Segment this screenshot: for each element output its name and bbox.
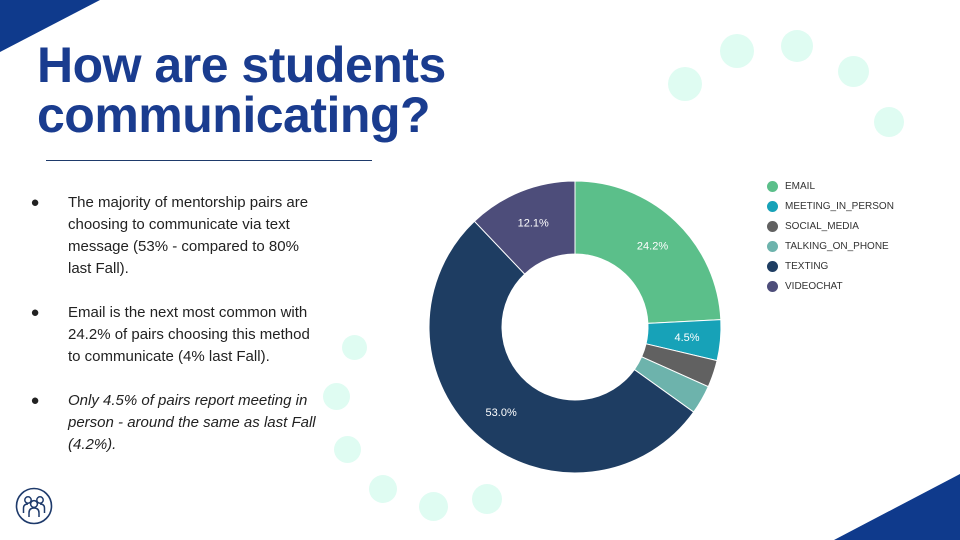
legend-swatch: [767, 220, 778, 232]
legend-item: SOCIAL_MEDIA: [767, 216, 894, 236]
legend-swatch: [767, 260, 778, 272]
slice-value-label: 24.2%: [637, 240, 668, 252]
decoration-dot: [419, 492, 448, 521]
bullet-item: ● The majority of mentorship pairs are c…: [28, 192, 318, 280]
corner-decoration-bottom-right: [834, 474, 960, 540]
donut-slice-email: [574, 180, 722, 324]
slide-title: How are students communicating?: [37, 37, 446, 143]
slice-value-label: 53.0%: [486, 407, 517, 419]
people-group-icon: [15, 487, 53, 525]
legend-item: VIDEOCHAT: [767, 276, 894, 296]
decoration-dot: [472, 484, 502, 514]
corner-decoration-top-left: [0, 0, 100, 52]
legend-swatch: [767, 240, 778, 252]
decoration-dot: [369, 475, 397, 503]
legend-label: VIDEOCHAT: [785, 280, 843, 292]
bullet-dot-icon: ●: [30, 194, 40, 211]
title-divider: [46, 160, 372, 161]
decoration-dot: [838, 56, 869, 87]
legend-item: TALKING_ON_PHONE: [767, 236, 894, 256]
decoration-dot: [342, 335, 367, 360]
bullet-dot-icon: ●: [30, 304, 40, 321]
decoration-dot: [781, 30, 813, 62]
decoration-dot: [720, 34, 754, 68]
bullet-item: ● Only 4.5% of pairs report meeting in p…: [28, 390, 318, 456]
legend-swatch: [767, 200, 778, 212]
decoration-dot: [323, 383, 350, 410]
donut-slice-texting: [428, 220, 695, 474]
bullet-text: The majority of mentorship pairs are cho…: [68, 194, 309, 277]
decoration-dot: [334, 436, 361, 463]
legend-swatch: [767, 180, 778, 192]
donut-chart: 24.2% 4.5% 53.0% 12.1%: [428, 180, 722, 474]
decoration-dot: [874, 107, 904, 137]
decoration-dot: [668, 67, 702, 101]
chart-legend: EMAIL MEETING_IN_PERSON SOCIAL_MEDIA TALKIN…: [767, 176, 894, 296]
slice-value-label: 12.1%: [518, 218, 549, 230]
legend-label: TEXTING: [785, 260, 829, 272]
bullet-text: Email is the next most common with 24.2%…: [68, 304, 310, 365]
legend-label: EMAIL: [785, 180, 816, 192]
legend-item: EMAIL: [767, 176, 894, 196]
legend-item: MEETING_IN_PERSON: [767, 196, 894, 216]
bullet-list: ● The majority of mentorship pairs are c…: [28, 192, 318, 478]
legend-item: TEXTING: [767, 256, 894, 276]
legend-swatch: [767, 280, 778, 292]
donut-slice-videochat: [473, 180, 576, 275]
slice-value-label: 4.5%: [674, 332, 699, 344]
bullet-text: Only 4.5% of pairs report meeting in per…: [68, 392, 316, 453]
legend-label: MEETING_IN_PERSON: [785, 200, 894, 212]
bullet-item: ● Email is the next most common with 24.…: [28, 302, 318, 368]
bullet-dot-icon: ●: [30, 392, 40, 409]
legend-label: SOCIAL_MEDIA: [785, 220, 859, 232]
legend-label: TALKING_ON_PHONE: [785, 240, 889, 252]
